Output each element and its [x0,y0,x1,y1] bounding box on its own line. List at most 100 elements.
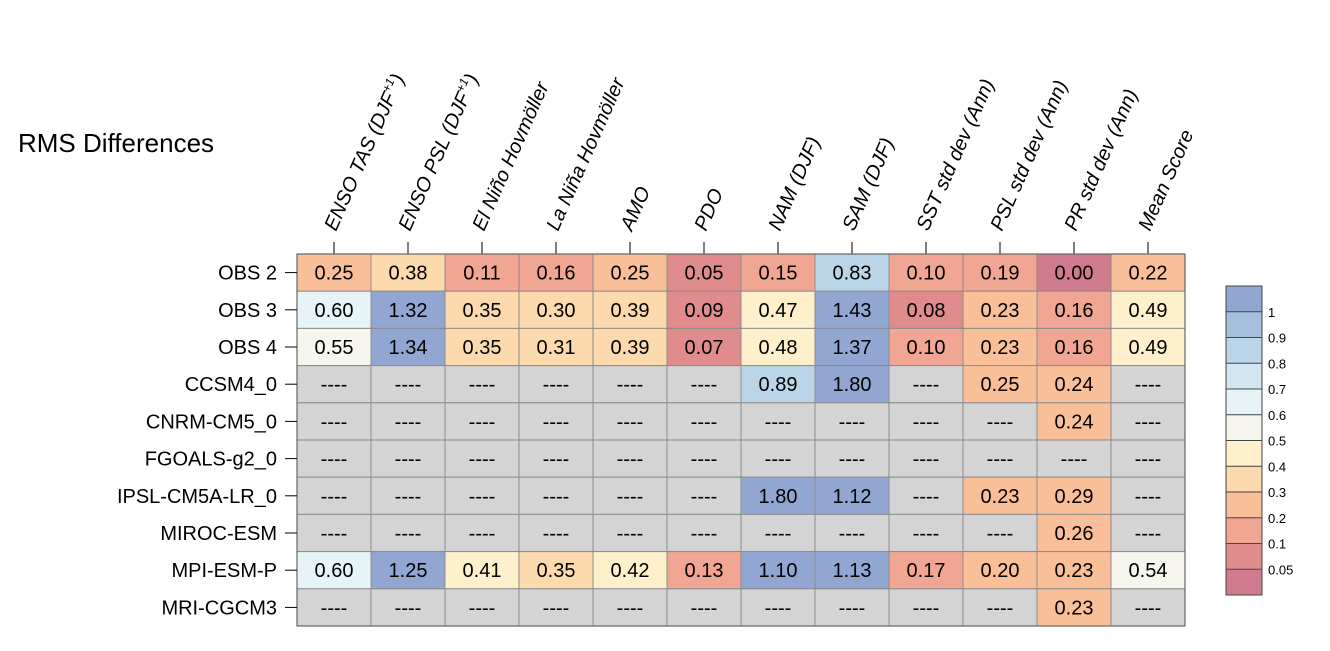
cell-value-label: ---- [617,411,644,433]
cell-value-label: 0.35 [537,560,576,582]
heatmap-cell [962,476,1038,515]
row-labels: OBS 2 OBS 3 OBS 4 CCSM4_0 CNRM-CM5_0 FGOALS-g… [117,263,297,619]
cell-value-label: ---- [987,597,1014,619]
cell-value-label: ---- [321,411,348,433]
cell-value-label: ---- [543,486,570,508]
cell-value-label: 0.30 [537,300,576,322]
cell-value-label: ---- [839,597,866,619]
heatmap-cell [740,439,816,478]
cell-value-label: ---- [469,449,496,471]
colorbar-segment [1226,389,1262,415]
cell-value-label: ---- [1135,374,1162,396]
colorbar-segment [1226,440,1262,467]
heatmap-cell [1036,551,1112,590]
cell-value-label: ---- [913,486,940,508]
heatmap-cell [888,551,964,590]
cell-value-label: 1.37 [833,337,872,359]
cell-value-label: 0.83 [833,263,872,285]
heatmap-cell [518,476,594,515]
heatmap-frame [296,253,1186,627]
cell-value-label: 0.10 [907,337,946,359]
colorbar-segment [1226,569,1262,595]
cell-value-label: ---- [913,411,940,433]
cell-value-label: ---- [1061,449,1088,471]
heatmap-cell [592,513,668,553]
heatmap-cell [888,439,964,478]
cell-value-label: 0.24 [1055,374,1094,396]
cell-value-label: ---- [839,523,866,545]
heatmap-cell [962,290,1038,329]
cell-value-label: ---- [691,486,718,508]
colorbar: 1 0.9 0.8 0.7 0.6 0.5 0.4 0.3 0.2 0.1 0.05 [1225,285,1293,596]
cell-value-label: ---- [469,411,496,433]
heatmap-cell [518,290,594,329]
row-label: CNRM-CM5_0 [146,411,277,433]
row-label: FGOALS-g2_0 [145,449,277,471]
colorbar-segment [1226,492,1262,518]
cell-value-label: ---- [913,597,940,619]
column-label: La Niña Hovmöller [542,74,630,234]
heatmap-cell [814,439,890,478]
cell-value-label: ---- [1135,449,1162,471]
heatmap-cell [962,439,1038,478]
cell-value-label: ---- [543,411,570,433]
heatmap-cell [518,513,594,553]
heatmap-cell [444,513,520,553]
heatmap-cell [1110,290,1186,329]
cell-value-label: ---- [321,449,348,471]
cell-value-label: ---- [1135,597,1162,619]
cell-value-label: 0.19 [981,263,1020,285]
heatmap-cell [888,327,964,367]
row-label: OBS 2 [218,263,277,285]
cell-value-label: ---- [765,411,792,433]
cell-value-label: 0.16 [1055,300,1094,322]
column-labels: ENSO TAS (DJF+1)ENSO PSL (DJF+1)El Niño … [319,70,1198,254]
cell-value-label: 0.11 [463,263,500,285]
cell-value-label: ---- [395,486,422,508]
heatmap-cell [518,365,594,404]
cell-value-label: 1.12 [833,486,872,508]
heatmap-cell [296,439,372,478]
heatmap-cell [814,327,890,367]
cell-value-label: ---- [543,523,570,545]
heatmap-grid: 0.25 0.38 0.11 0.16 0.25 0.05 0.15 0.83 0.10 0.19… [296,253,1186,627]
heatmap-cell [592,551,668,590]
heatmap-cell [370,588,446,627]
cell-value-label: 0.23 [981,300,1020,322]
row-label: MIROC-ESM [160,523,277,545]
heatmap-cell [814,513,890,553]
heatmap-cell [592,365,668,404]
chart-title: RMS Differences [18,128,214,158]
heatmap-cell [444,551,520,590]
heatmap-cell [518,439,594,478]
cell-value-label: ---- [617,374,644,396]
cell-value-label: 0.16 [1055,337,1094,359]
column-label: ENSO TAS (DJF+1) [319,70,410,234]
heatmap-cell [888,476,964,515]
column-label: ENSO PSL (DJF+1) [393,70,484,234]
heatmap-cell [518,402,594,441]
heatmap-cell [370,551,446,590]
cell-value-label: 0.00 [1055,263,1094,285]
heatmap-cell [888,402,964,441]
cell-value-label: 0.29 [1055,486,1094,508]
cell-value-label: 0.31 [537,337,576,359]
heatmap-cell [1110,327,1186,367]
cell-value-label: ---- [395,523,422,545]
colorbar-tick-label: 0.4 [1268,459,1286,474]
colorbar-tick-label: 0.3 [1268,485,1286,500]
cell-value-label: 0.48 [759,337,798,359]
heatmap-cell [666,290,742,329]
heatmap-cell [296,253,372,292]
cell-value-label: 1.25 [389,560,428,582]
cell-value-label: 0.49 [1129,300,1168,322]
cell-value-label: ---- [913,523,940,545]
column-label: Mean Score [1134,127,1198,234]
cell-value-label: 1.43 [833,300,872,322]
cell-value-label: 0.23 [1055,597,1094,619]
heatmap-cell [962,513,1038,553]
cell-value-label: 1.10 [759,560,798,582]
cell-value-label: ---- [321,486,348,508]
column-label: SAM (DJF) [838,135,898,234]
cell-value-label: ---- [913,449,940,471]
